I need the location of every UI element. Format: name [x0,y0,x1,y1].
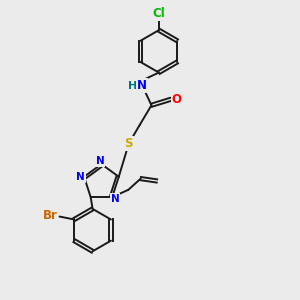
Text: Br: Br [43,209,58,223]
Text: N: N [76,172,85,182]
Text: S: S [124,137,133,150]
Text: H: H [128,81,137,91]
Text: N: N [96,156,104,166]
Text: N: N [111,194,119,204]
Text: O: O [172,93,182,106]
Text: N: N [137,79,147,92]
Text: Cl: Cl [152,7,165,20]
